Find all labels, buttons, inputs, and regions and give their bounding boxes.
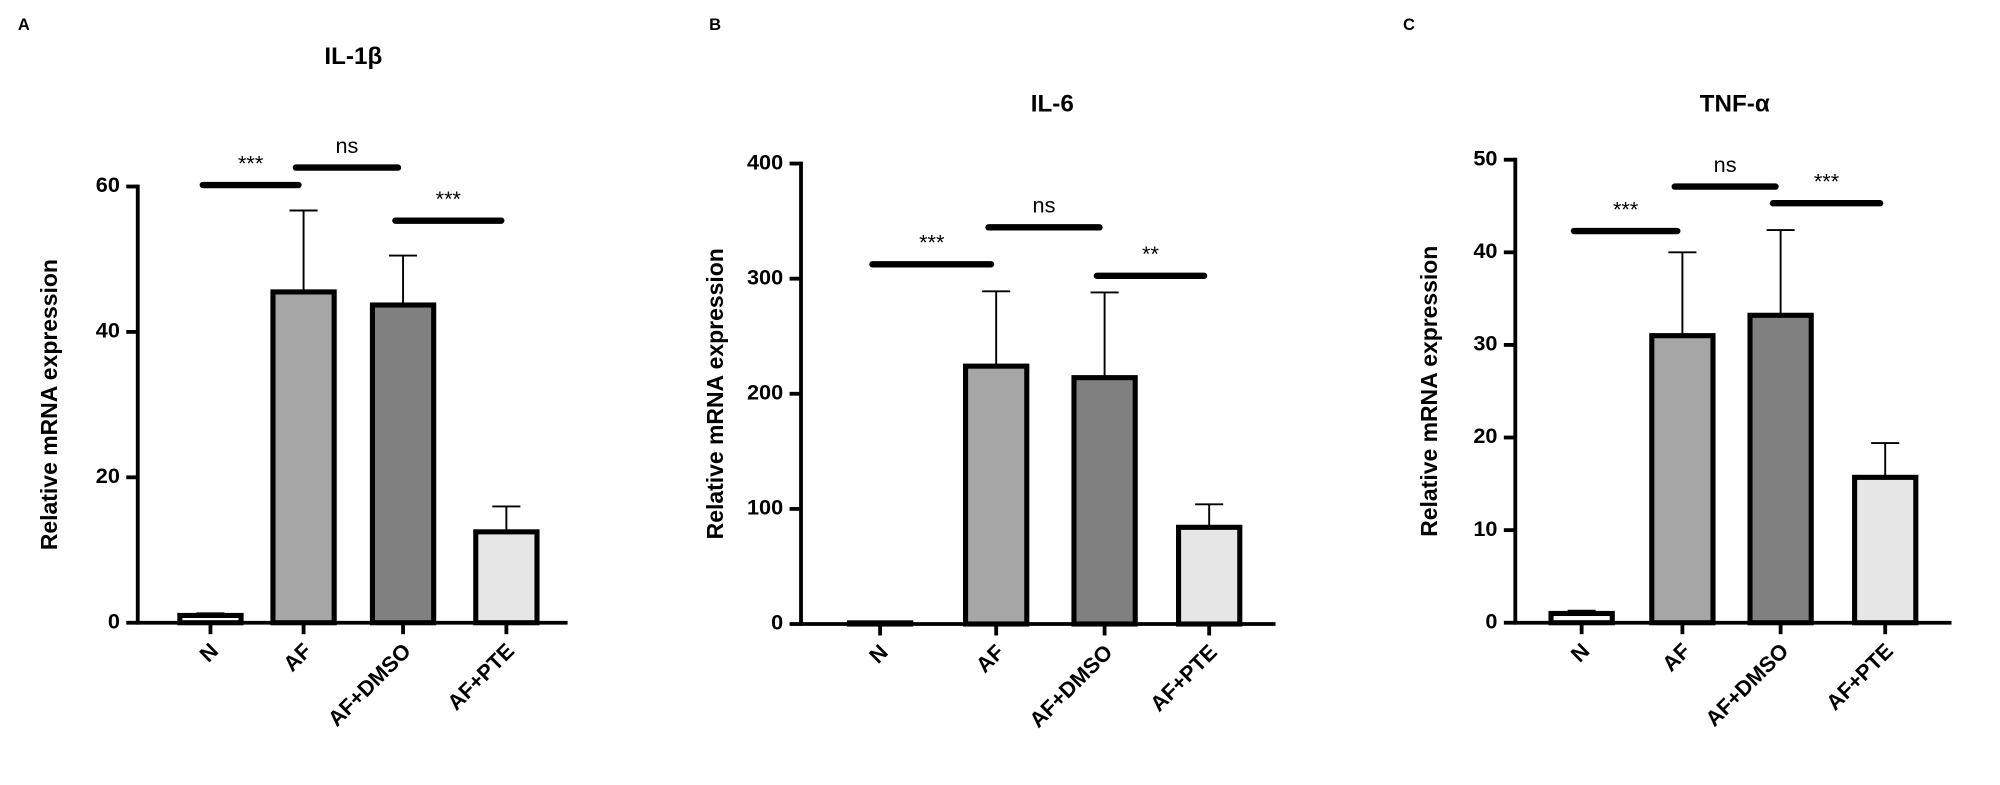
significance-label: ns <box>335 133 358 158</box>
bar <box>963 363 1030 627</box>
x-tick-label: AF <box>1657 638 1695 676</box>
x-tick-label: AF+PTE <box>1821 638 1898 715</box>
y-tick-label: 200 <box>747 380 783 405</box>
chart-title: IL-1β <box>324 43 382 70</box>
panel-letter: A <box>18 15 30 34</box>
x-tick-label: AF+PTE <box>442 638 519 715</box>
y-tick-label: 100 <box>747 495 783 520</box>
significance-label: ns <box>1033 193 1056 218</box>
y-axis-label: Relative mRNA expression <box>1416 246 1442 537</box>
chart-title: TNF-α <box>1700 90 1770 117</box>
y-tick-label: 0 <box>1485 608 1497 633</box>
x-tick-label: AF <box>971 639 1009 677</box>
significance-label: ** <box>1142 241 1159 266</box>
x-tick-label: N <box>1566 638 1595 667</box>
x-tick-label: AF+PTE <box>1145 639 1222 716</box>
y-tick-label: 30 <box>1473 331 1497 356</box>
y-tick-label: 40 <box>96 318 120 343</box>
x-tick-label: AF+DMSO <box>323 638 416 731</box>
y-tick-label: 60 <box>96 172 120 197</box>
significance-label: *** <box>1613 196 1639 221</box>
bar <box>1071 375 1138 627</box>
y-tick-label: 0 <box>771 610 783 635</box>
significance-label: *** <box>1814 169 1840 194</box>
significance-label: ns <box>1714 152 1737 177</box>
y-tick-label: 50 <box>1473 145 1497 170</box>
y-axis-label: Relative mRNA expression <box>36 259 62 550</box>
x-tick-label: AF+DMSO <box>1700 638 1793 731</box>
bar <box>1747 312 1814 626</box>
y-tick-label: 300 <box>747 264 783 289</box>
y-axis-label: Relative mRNA expression <box>702 248 728 539</box>
x-tick-label: N <box>194 638 223 667</box>
y-tick-label: 20 <box>96 463 120 488</box>
y-tick-label: 400 <box>747 149 783 174</box>
significance-label: *** <box>436 186 462 211</box>
chart-title: IL-6 <box>1031 90 1074 117</box>
bar <box>369 302 437 626</box>
panel-letter: B <box>709 15 721 34</box>
bar <box>270 289 337 626</box>
y-tick-label: 20 <box>1473 423 1497 448</box>
bar <box>1176 524 1243 627</box>
panel-letter: C <box>1403 15 1415 34</box>
significance-label: *** <box>919 230 945 255</box>
y-tick-label: 10 <box>1473 516 1497 541</box>
x-tick-label: N <box>864 639 893 668</box>
y-tick-label: 0 <box>108 608 120 633</box>
y-tick-label: 40 <box>1473 238 1497 263</box>
significance-label: *** <box>238 150 264 175</box>
bar <box>1649 333 1716 626</box>
x-tick-label: AF <box>278 638 316 676</box>
x-tick-label: AF+DMSO <box>1024 639 1117 732</box>
bar <box>473 529 540 626</box>
bar <box>1852 474 1919 626</box>
